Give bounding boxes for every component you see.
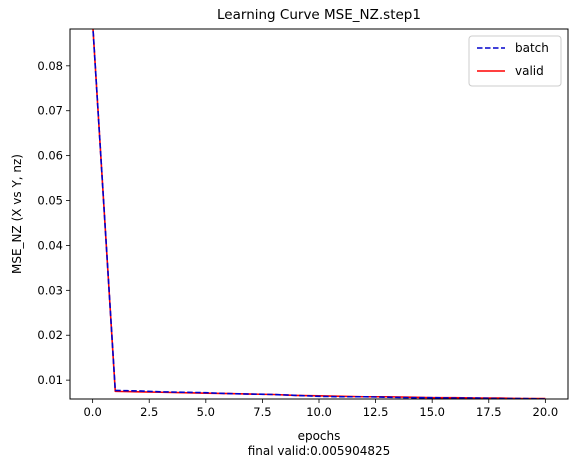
- x-tick-label: 10.0: [306, 405, 332, 419]
- y-tick-label: 0.01: [37, 373, 63, 387]
- legend-label-batch: batch: [515, 41, 549, 55]
- plot-lines: [92, 29, 546, 399]
- y-tick-label: 0.07: [37, 104, 63, 118]
- y-axis: 0.01 0.02 0.03 0.04 0.05 0.06 0.07 0.08: [37, 59, 70, 387]
- legend: batch valid: [468, 35, 562, 87]
- y-tick-label: 0.06: [37, 149, 63, 163]
- series-line-batch: [92, 29, 546, 399]
- y-axis-label: MSE_NZ (X vs Y, nz): [10, 154, 24, 274]
- x-tick-label: 12.5: [363, 405, 389, 419]
- y-tick-label: 0.05: [37, 194, 63, 208]
- final-valid-note: final valid:0.005904825: [248, 444, 391, 458]
- x-tick-label: 7.5: [253, 405, 271, 419]
- x-tick-label: 5.0: [197, 405, 215, 419]
- y-tick-label: 0.08: [37, 59, 63, 73]
- x-axis: 0.0 2.5 5.0 7.5 10.0 12.5 15.0 17.5 20.0: [83, 399, 558, 419]
- legend-label-valid: valid: [515, 64, 544, 78]
- x-tick-label: 17.5: [476, 405, 502, 419]
- y-tick-label: 0.02: [37, 328, 63, 342]
- x-tick-label: 15.0: [419, 405, 445, 419]
- x-tick-label: 20.0: [533, 405, 559, 419]
- chart-title: Learning Curve MSE_NZ.step1: [217, 7, 421, 23]
- y-tick-label: 0.04: [37, 238, 63, 252]
- x-tick-label: 0.0: [83, 405, 101, 419]
- y-tick-label: 0.03: [37, 283, 63, 297]
- x-tick-label: 2.5: [140, 405, 158, 419]
- x-axis-label: epochs: [298, 429, 341, 443]
- legend-box: [468, 35, 562, 87]
